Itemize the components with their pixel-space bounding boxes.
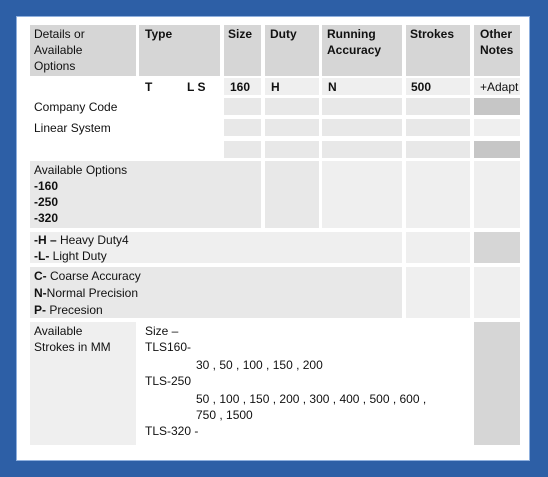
option: -160	[34, 179, 59, 193]
cell	[474, 141, 520, 158]
option: C- Coarse Accuracy	[34, 268, 141, 284]
cell	[265, 25, 319, 76]
cell	[224, 98, 261, 115]
cell	[322, 78, 402, 95]
option-text: Precesion	[46, 303, 103, 317]
cell	[406, 119, 470, 136]
table: Details or Available Options Type Size D…	[30, 25, 520, 445]
cell	[474, 25, 520, 76]
code-accuracy: N	[328, 80, 337, 94]
option-text: Light Duty	[49, 249, 107, 263]
code-label: Company Code	[34, 100, 118, 114]
option-code: N-	[34, 286, 47, 300]
stroke-values: 750 , 1500	[196, 408, 253, 422]
cell	[406, 25, 470, 76]
option-title: Available Options	[34, 163, 128, 177]
cell	[406, 267, 470, 318]
cell	[265, 161, 319, 228]
strokes-intro: Size –	[145, 324, 179, 338]
cell	[265, 119, 319, 136]
cell	[406, 98, 470, 115]
stroke-group-name: TLS160-	[145, 340, 192, 354]
option-code: -L-	[34, 249, 50, 263]
cell	[322, 161, 402, 228]
cell	[30, 267, 402, 318]
header-cell: Running Accuracy	[327, 27, 382, 57]
cell	[265, 78, 319, 95]
option-text: Normal Precision	[46, 286, 139, 300]
cell	[322, 141, 402, 158]
code-type: T	[145, 80, 153, 94]
option: P- Precesion	[34, 302, 103, 318]
cell	[224, 141, 261, 158]
option-code: -H –	[34, 233, 57, 247]
code-label: Linear System	[34, 121, 111, 135]
stroke-values: 30 , 50 , 100 , 150 , 200	[196, 358, 323, 372]
cell	[224, 78, 261, 95]
code-size: 160	[230, 80, 251, 94]
code-duty: H	[271, 80, 280, 94]
cell	[474, 98, 520, 115]
header-cell: Size	[228, 27, 253, 41]
code-type: L S	[187, 80, 206, 94]
cell	[322, 25, 402, 76]
option: -L- Light Duty	[34, 248, 107, 264]
cell	[406, 78, 470, 95]
cell	[474, 322, 520, 445]
cell	[30, 161, 261, 228]
option: N-Normal Precision	[34, 285, 138, 301]
cell	[322, 98, 402, 115]
option: -H – Heavy Duty4	[34, 232, 129, 248]
cell	[30, 322, 136, 445]
header-cell: Details or Available Options	[34, 27, 85, 73]
option-code: P-	[34, 303, 46, 317]
cell	[30, 25, 136, 76]
code-notes: +Adapt	[480, 80, 519, 94]
cell	[474, 119, 520, 136]
stroke-group-name: TLS-320 -	[145, 424, 199, 438]
cell	[406, 161, 470, 228]
option: -320	[34, 211, 59, 225]
cell	[265, 98, 319, 115]
cell	[322, 119, 402, 136]
cell	[224, 25, 261, 76]
cell	[474, 78, 520, 95]
header-cell: Strokes	[410, 27, 455, 41]
cell	[474, 267, 520, 318]
code-strokes: 500	[411, 80, 432, 94]
cell	[139, 25, 220, 76]
option-text: Coarse Accuracy	[46, 269, 141, 283]
cell	[224, 119, 261, 136]
header-cell: Duty	[270, 27, 297, 41]
cell	[474, 232, 520, 263]
header-cell: Other Notes	[480, 27, 514, 57]
cell	[406, 141, 470, 158]
strokes-label: Available Strokes in MM	[34, 324, 111, 354]
cell	[30, 232, 402, 263]
cell	[406, 232, 470, 263]
cell	[265, 141, 319, 158]
option-code: C-	[34, 269, 47, 283]
stroke-values: 50 , 100 , 150 , 200 , 300 , 400 , 500 ,…	[196, 392, 427, 406]
option: -250	[34, 195, 59, 209]
cell	[474, 161, 520, 228]
option-text: Heavy Duty4	[56, 233, 129, 247]
stroke-group-name: TLS-250	[145, 374, 192, 388]
header-cell: Type	[145, 27, 173, 41]
